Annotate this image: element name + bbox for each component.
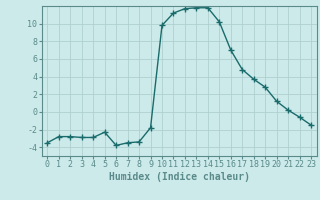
X-axis label: Humidex (Indice chaleur): Humidex (Indice chaleur) (109, 172, 250, 182)
